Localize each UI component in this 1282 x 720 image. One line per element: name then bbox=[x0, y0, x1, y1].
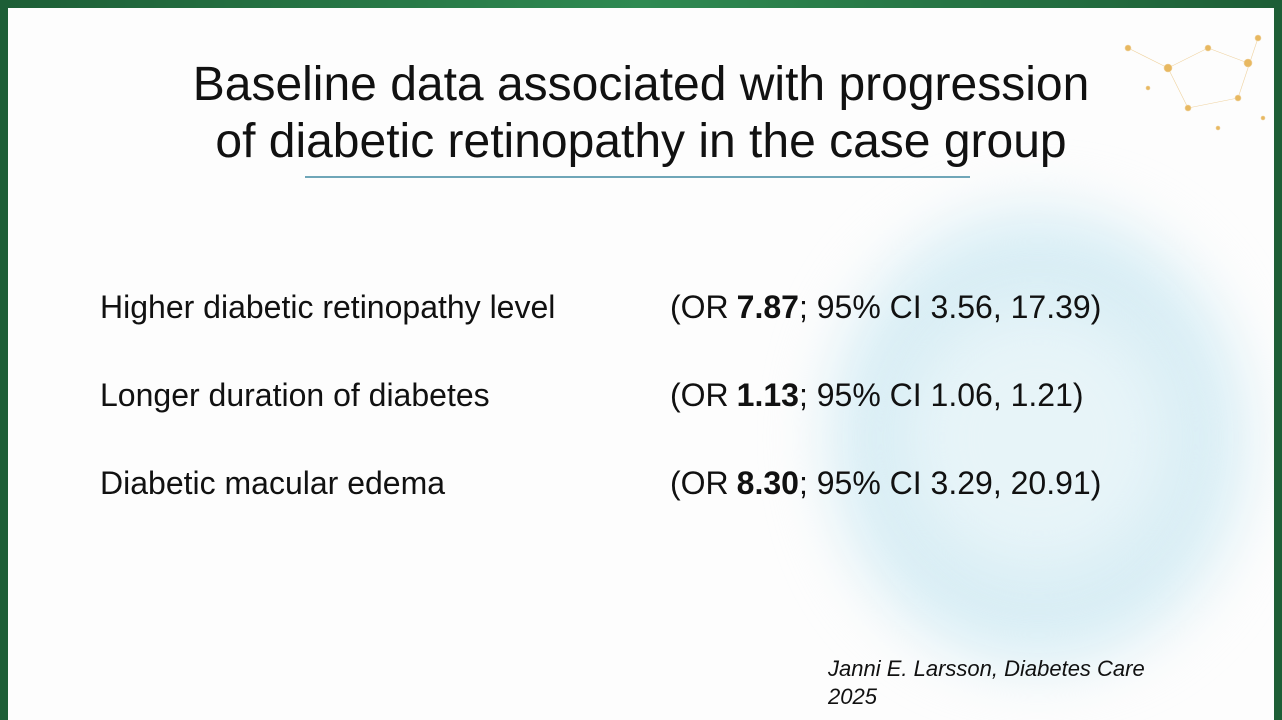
odds-ratio: 1.13 bbox=[736, 377, 799, 413]
slide: Baseline data associated with progressio… bbox=[8, 8, 1274, 720]
row-label: Higher diabetic retinopathy level bbox=[100, 289, 556, 325]
title-line: Baseline data associated with progressio… bbox=[192, 58, 1090, 111]
title-underline bbox=[305, 176, 970, 178]
citation: Janni E. Larsson, Diabetes Care bbox=[828, 656, 1145, 681]
confidence-interval: ; 95% CI 3.56, 17.39) bbox=[798, 289, 1102, 325]
odds-ratio: 8.30 bbox=[736, 465, 799, 501]
row-odds: (OR 8.30; 95% CI 3.29, 20.91) bbox=[670, 463, 1101, 503]
or-prefix: (OR bbox=[670, 377, 729, 413]
row-label: Longer duration of diabetes bbox=[100, 377, 490, 413]
odds-ratio: 7.87 bbox=[736, 289, 799, 325]
title-line: of diabetic retinopathy in the case grou… bbox=[215, 115, 1067, 168]
row-label: Diabetic macular edema bbox=[100, 465, 446, 501]
citation-year: 2025 bbox=[828, 684, 877, 709]
or-prefix: (OR bbox=[670, 465, 729, 501]
row-odds: (OR 7.87; 95% CI 3.56, 17.39) bbox=[670, 287, 1101, 327]
row-odds: (OR 1.13; 95% CI 1.06, 1.21) bbox=[670, 375, 1084, 415]
confidence-interval: ; 95% CI 3.29, 20.91) bbox=[798, 465, 1102, 501]
decoration-network bbox=[1124, 34, 1266, 131]
or-prefix: (OR bbox=[670, 289, 729, 325]
background-shape bbox=[908, 308, 1168, 568]
confidence-interval: ; 95% CI 1.06, 1.21) bbox=[798, 377, 1084, 413]
